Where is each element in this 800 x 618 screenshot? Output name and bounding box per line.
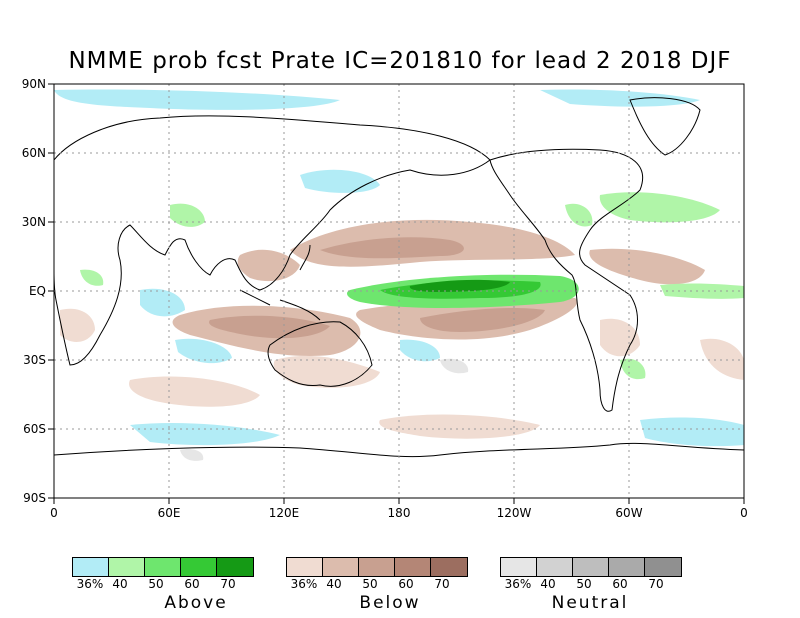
axis-ticks: [48, 83, 745, 504]
below-region-south-atlantic: [700, 338, 744, 380]
below-region-north-pacific-core: [320, 237, 464, 259]
above-region-north-pacific-west: [300, 169, 380, 193]
legend-neutral-tick: 36%: [504, 577, 532, 591]
legend-below-title: Below: [359, 593, 421, 613]
legend-neutral-swatch: [609, 558, 645, 576]
coast-antarctica: [54, 442, 744, 458]
below-region-maritime-core: [209, 315, 330, 339]
legend-neutral-swatch: [537, 558, 573, 576]
lat-label-60s: 60S: [23, 422, 46, 436]
lat-label-30s: 30S: [23, 353, 46, 367]
legend-above-tick: 40: [112, 577, 128, 591]
lon-label-0: 0: [50, 506, 58, 520]
legend-neutral: 36% 40 50 60 70: [500, 557, 682, 591]
above-region-southern-ocean-east: [640, 417, 744, 447]
below-region-southeast-asia: [237, 249, 300, 282]
coast-greenland: [629, 97, 701, 156]
above-region-arctic: [54, 89, 340, 110]
legend-above-tick: 70: [220, 577, 236, 591]
coast-americas: [489, 148, 643, 412]
legend-above-swatch: [181, 558, 217, 576]
above-region-north-atlantic: [599, 192, 720, 223]
above-region-indian-ocean: [140, 288, 185, 317]
legend-below-swatch: [395, 558, 431, 576]
neutral-regions: [180, 358, 469, 461]
coast-australia: [267, 321, 373, 387]
above-region-south-indian: [175, 338, 232, 364]
above-normal-regions: [54, 89, 744, 447]
legend-below-swatch: [431, 558, 467, 576]
below-region-caribbean: [589, 248, 705, 285]
above-region-southern-ocean: [130, 423, 280, 446]
lon-label-180: 180: [387, 506, 411, 520]
legend-below-swatch: [323, 558, 359, 576]
legend-below-colorbar: [286, 557, 468, 577]
lon-label-120e: 120E: [268, 506, 300, 520]
legend-below-tick: 36%: [290, 577, 318, 591]
lat-label-90n: 90N: [21, 77, 46, 91]
above-region-southeast-us: [565, 203, 593, 227]
legend-below-tick: 50: [362, 577, 378, 591]
lat-label-eq: EQ: [28, 284, 46, 298]
neutral-region-pacific: [440, 358, 469, 374]
graticule: [54, 84, 744, 498]
legend-below-tick: 40: [326, 577, 342, 591]
continent-outlines: [54, 97, 744, 458]
lat-label-30n: 30N: [21, 215, 46, 229]
legend-below-swatch: [359, 558, 395, 576]
legend-below: 36% 40 50 60 70: [286, 557, 468, 591]
lon-label-60e: 60E: [157, 506, 181, 520]
below-region-south-america: [600, 318, 640, 357]
neutral-region-southern: [180, 449, 204, 461]
legend-above-tick: 50: [148, 577, 164, 591]
legend-above-swatch: [145, 558, 181, 576]
legend-neutral-swatch: [573, 558, 609, 576]
legend-neutral-tick: 60: [612, 577, 628, 591]
legend-above-swatch: [73, 558, 109, 576]
below-normal-regions: [60, 219, 744, 439]
below-region-south-indian: [129, 376, 260, 407]
legend-neutral-title: Neutral: [551, 593, 629, 613]
legend-neutral-tick: 50: [576, 577, 592, 591]
coast-eurasia-africa: [54, 115, 491, 366]
legend-neutral-swatch: [645, 558, 681, 576]
above-region-south-pacific: [400, 339, 440, 362]
legend-above-tick: 36%: [76, 577, 104, 591]
below-region-southern-ocean: [379, 414, 540, 439]
legend-above-title: Above: [164, 593, 228, 613]
lon-label-0-east: 0: [740, 506, 748, 520]
legend-above-swatch: [109, 558, 145, 576]
legend-neutral-tick: 70: [648, 577, 664, 591]
legend-below-tick: 60: [398, 577, 414, 591]
lat-label-60n: 60N: [21, 146, 46, 160]
legend-above-colorbar: [72, 557, 254, 577]
above-region-arctic-east: [540, 89, 700, 107]
below-region-australia: [273, 355, 380, 388]
legend-above-tick: 60: [184, 577, 200, 591]
below-region-africa-south: [60, 308, 95, 342]
legend-below-swatch: [287, 558, 323, 576]
above-region-argentina: [620, 358, 646, 380]
lon-label-60w: 60W: [615, 506, 643, 520]
above-region-east-asia: [170, 203, 205, 227]
legend-below-tick: 70: [434, 577, 450, 591]
map-title: NMME prob fcst Prate IC=201810 for lead …: [68, 48, 732, 74]
legend-above-swatch: [217, 558, 253, 576]
legend-above: 36% 40 50 60 70: [72, 557, 254, 591]
above-region-east-pacific-equator-core: [409, 279, 510, 292]
lon-label-120w: 120W: [496, 506, 532, 520]
lat-label-90s: 90S: [23, 491, 46, 505]
legend-neutral-tick: 40: [540, 577, 556, 591]
legend-neutral-colorbar: [500, 557, 682, 577]
above-region-west-africa: [80, 269, 104, 286]
legend-neutral-swatch: [501, 558, 537, 576]
